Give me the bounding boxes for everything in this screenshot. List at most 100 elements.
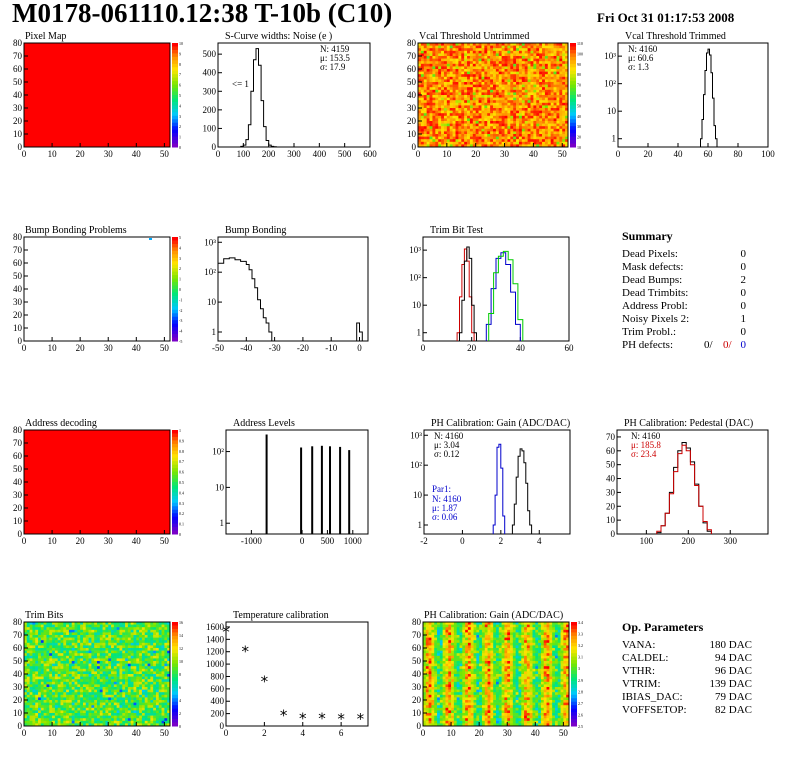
heatmap-cell [455,115,459,119]
heatmap-cell [446,128,451,132]
heatmap-cell [513,79,517,83]
heatmap-cell [99,692,103,696]
heatmap-cell [113,707,117,711]
heatmap-cell [77,700,81,703]
heatmap-cell [111,666,115,670]
heatmap-cell [147,720,151,724]
heatmap-cell [418,115,422,119]
heatmap-cell [510,92,514,96]
heatmap-cell [94,676,98,680]
heatmap-cell [125,705,129,709]
heatmap-cell [29,702,33,706]
heatmap-cell [467,61,471,65]
heatmap-cell [527,139,531,143]
heatmap-cell [139,642,143,646]
heatmap-cell [60,637,64,641]
heatmap-cell [99,622,103,625]
heatmap-cell [565,45,569,49]
heatmap-cell [111,645,115,649]
heatmap-cell [150,661,154,664]
heatmap-cell [464,121,468,124]
heatmap-cell [481,71,485,75]
heatmap-cell [513,53,517,57]
heatmap-cell [130,700,134,703]
heatmap-cell [553,100,557,104]
heatmap-cell [91,707,95,711]
heatmap-cell [85,705,89,709]
heatmap-cell [516,79,520,83]
heatmap-cell [435,136,439,140]
heatmap-cell [524,108,528,111]
heatmap-cell [43,671,47,675]
heatmap-cell [562,69,566,72]
heatmap-cell [418,56,422,59]
heatmap-cell [484,141,488,145]
heatmap-cell [91,705,95,709]
heatmap-cell [490,71,494,75]
heatmap-cell [478,110,482,114]
heatmap-cell [153,720,157,724]
y-tick-label: 20 [606,501,616,511]
heatmap-cell [495,144,500,148]
heatmap-cell [150,632,154,636]
heatmap-cell [167,650,171,654]
heatmap-cell [150,702,154,706]
heatmap-cell [493,118,497,122]
heatmap-cell [161,640,165,644]
heatmap-cell [461,76,465,80]
heatmap-cell [40,642,44,646]
heatmap-cell [467,84,471,88]
heatmap-cell [82,692,87,696]
colorbar-segment [570,91,576,96]
heatmap-cell [458,66,462,70]
heatmap-cell [539,97,543,101]
y-tick-label: 30 [407,103,417,113]
heatmap-cell [423,58,427,62]
heatmap-cell [428,681,432,685]
heatmap-cell [521,43,526,46]
heatmap-cell [80,658,84,662]
heatmap-cell [510,76,514,80]
heatmap-cell [113,640,117,644]
heatmap-cell [108,637,112,641]
heatmap-cell [155,684,160,688]
heatmap-cell [164,679,168,683]
heatmap-cell [49,622,53,625]
heatmap-cell [504,105,508,109]
heatmap-cell [71,653,75,657]
heatmap-cell [141,622,146,625]
heatmap-cell [49,668,53,672]
heatmap-cell [88,710,92,714]
heatmap-cell [518,58,523,62]
heatmap-cell [452,118,456,122]
heatmap-cell [40,627,44,631]
x-tick-label: 100 [237,149,251,159]
heatmap-cell [464,100,468,104]
heatmap-cell [91,653,95,657]
heatmap-cell [536,102,540,106]
heatmap-cell [127,710,131,714]
heatmap-cell [420,118,425,122]
heatmap-cell [91,632,95,636]
heatmap-cell [544,100,549,104]
heatmap-cell [54,658,58,662]
heatmap-cell [122,627,126,631]
heatmap-cell [521,139,526,143]
heatmap-cell [122,723,126,727]
colorbar-segment [570,133,576,138]
heatmap-cell [562,134,566,137]
colorbar-segment [172,313,178,318]
heatmap-cell [437,668,441,672]
heatmap-cell [544,126,549,130]
heatmap-cell [432,141,436,145]
stats-line: μ: 185.8 [631,440,661,450]
heatmap-cell [60,668,64,672]
heatmap-cell [443,110,448,114]
heatmap-cell [487,134,491,137]
heatmap-cell [88,666,92,670]
heatmap-cell [428,661,432,664]
heatmap-cell [54,710,58,714]
heatmap-cell [550,139,554,143]
heatmap-cell [122,653,126,657]
heatmap-cell [434,635,438,638]
